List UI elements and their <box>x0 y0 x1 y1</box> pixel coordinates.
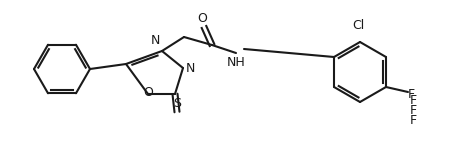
Text: F: F <box>410 114 417 127</box>
Text: F: F <box>410 94 417 107</box>
Text: F: F <box>410 104 417 117</box>
Text: S: S <box>173 97 181 110</box>
Text: Cl: Cl <box>352 19 364 32</box>
Text: O: O <box>143 87 153 100</box>
Text: F: F <box>408 88 415 101</box>
Text: N: N <box>151 34 160 47</box>
Text: NH: NH <box>227 56 245 69</box>
Text: N: N <box>186 61 195 74</box>
Text: O: O <box>197 12 207 25</box>
